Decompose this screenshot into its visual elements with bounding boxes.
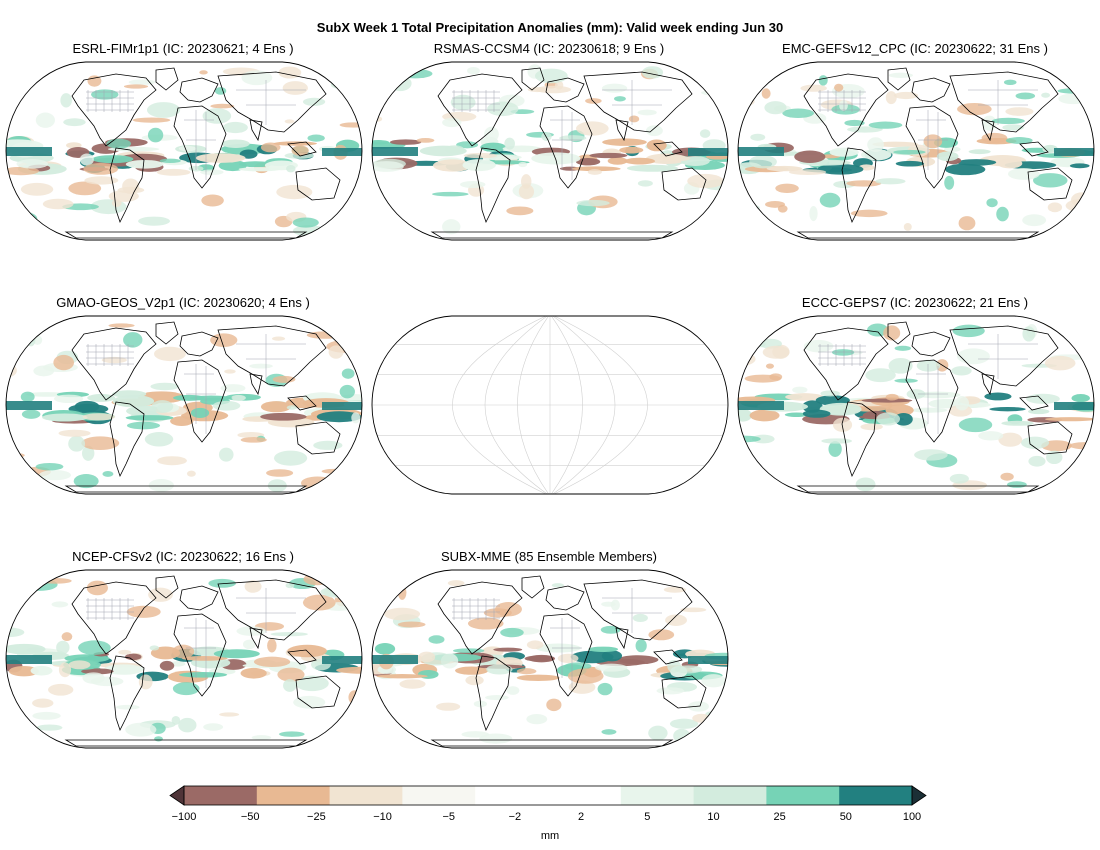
colorbar-tick-label: −10 xyxy=(373,811,392,823)
map-panel-mme xyxy=(371,569,729,749)
colorbar-bin xyxy=(402,786,476,805)
colorbar: −100 −50 −25 −10 −5 −2 2 5 10 25 50 100 mm xyxy=(160,778,950,848)
colorbar-tick-label: −50 xyxy=(240,811,260,823)
panel-title-rsmas: RSMAS-CCSM4 (IC: 20230618; 9 Ens ) xyxy=(433,41,665,56)
map-panel-rsmas xyxy=(371,61,729,241)
panel-title-ncep: NCEP-CFSv2 (IC: 20230622; 16 Ens ) xyxy=(72,549,294,564)
colorbar-bin xyxy=(766,786,840,805)
colorbar-bin xyxy=(256,786,331,805)
colorbar-tick-label: 100 xyxy=(902,811,922,823)
colorbar-tick-label: 50 xyxy=(839,811,852,823)
colorbar-bin xyxy=(548,786,622,805)
map-panel-eccc xyxy=(737,315,1095,495)
panel-title-esrl: ESRL-FIMr1p1 (IC: 20230621; 4 Ens ) xyxy=(72,41,294,56)
colorbar-bin xyxy=(839,786,913,805)
colorbar-tick-label: −100 xyxy=(171,811,197,823)
colorbar-bin xyxy=(329,786,403,805)
colorbar-label: mm xyxy=(540,830,560,842)
colorbar-extend-low xyxy=(169,785,185,806)
map-panel-emc xyxy=(737,61,1095,241)
colorbar-tick-label: −25 xyxy=(307,811,326,823)
figure-title: SubX Week 1 Total Precipitation Anomalie… xyxy=(316,20,784,35)
map-panel-empty xyxy=(371,315,729,495)
panel-title-emc: EMC-GEFSv12_CPC (IC: 20230622; 31 Ens ) xyxy=(782,41,1048,56)
colorbar-bin xyxy=(475,786,549,805)
colorbar-bin xyxy=(693,786,767,805)
colorbar-tick-label: −5 xyxy=(442,811,455,823)
panel-title-mme: SUBX-MME (85 Ensemble Members) xyxy=(441,549,657,564)
panel-title-gmao: GMAO-GEOS_V2p1 (IC: 20230620; 4 Ens ) xyxy=(56,295,310,310)
map-panel-esrl xyxy=(5,61,363,241)
panel-title-eccc: ECCC-GEPS7 (IC: 20230622; 21 Ens ) xyxy=(801,295,1029,310)
map-panel-gmao xyxy=(5,315,363,495)
colorbar-bar xyxy=(169,785,927,806)
colorbar-bin xyxy=(184,786,258,805)
colorbar-bin xyxy=(620,786,695,805)
colorbar-extend-high xyxy=(911,785,927,806)
map-panel-ncep xyxy=(5,569,363,749)
colorbar-tick-label: 2 xyxy=(578,811,585,823)
colorbar-tick-label: −2 xyxy=(508,811,522,823)
colorbar-tick-label: 10 xyxy=(707,811,720,823)
colorbar-tick-label: 25 xyxy=(773,811,786,823)
colorbar-tick-label: 5 xyxy=(644,811,651,823)
